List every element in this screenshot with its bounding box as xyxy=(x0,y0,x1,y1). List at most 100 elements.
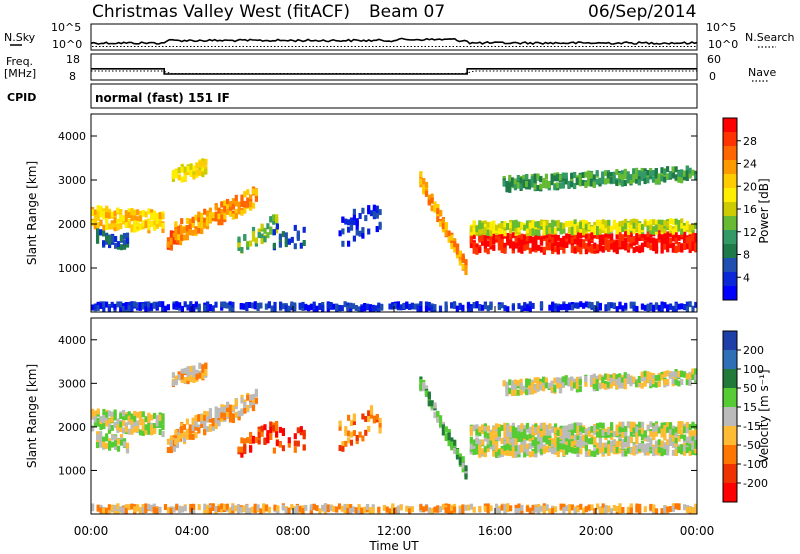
velocity-cell xyxy=(590,450,594,457)
power-cell xyxy=(455,243,460,250)
power-cell xyxy=(643,220,647,227)
velocity-cell xyxy=(234,505,238,512)
velocity-cell xyxy=(629,380,633,387)
velocity-cell xyxy=(612,448,616,455)
power-cell xyxy=(691,224,695,231)
velocity-cell xyxy=(158,421,162,428)
power-cell xyxy=(91,220,95,227)
power-cell xyxy=(315,305,319,312)
power-cell xyxy=(105,223,109,230)
velocity-cell xyxy=(550,380,554,387)
velocity-cell xyxy=(110,424,114,431)
power-cell xyxy=(688,232,692,239)
velocity-cell xyxy=(178,507,182,513)
power-cell xyxy=(281,303,285,310)
velocity-cell xyxy=(553,506,558,513)
power-cell xyxy=(153,214,157,221)
power-cell xyxy=(251,235,256,242)
power-cell xyxy=(688,247,692,253)
power-cell xyxy=(623,168,627,175)
power-colorbar-swatch xyxy=(723,216,737,231)
power-cell xyxy=(225,302,229,309)
velocity-cell xyxy=(688,424,692,431)
velocity-cell xyxy=(646,425,650,432)
power-cell xyxy=(96,205,100,212)
velocity-cell xyxy=(344,426,348,433)
power-cell xyxy=(640,303,645,310)
velocity-cell xyxy=(590,438,594,445)
power-cell xyxy=(169,244,173,251)
power-cell xyxy=(144,211,148,218)
velocity-cell xyxy=(624,430,628,437)
velocity-cell xyxy=(584,440,588,447)
velocity-cell xyxy=(102,508,106,514)
power-cell xyxy=(592,181,596,188)
power-cell xyxy=(660,175,664,182)
power-cell xyxy=(141,210,145,216)
velocity-cell xyxy=(478,506,482,512)
velocity-cell xyxy=(338,420,342,427)
power-cell xyxy=(663,231,667,238)
power-cell xyxy=(198,160,202,167)
power-cell xyxy=(161,227,165,233)
velocity-cell xyxy=(188,430,192,437)
velocity-cell xyxy=(119,421,123,428)
power-cell xyxy=(309,304,313,311)
velocity-cell xyxy=(444,426,448,433)
power-cell xyxy=(483,242,487,249)
velocity-cell xyxy=(615,429,619,436)
power-cell xyxy=(674,218,678,225)
power-cell xyxy=(587,233,591,240)
power-cell xyxy=(367,228,371,235)
velocity-cell xyxy=(610,446,614,453)
velocity-cell xyxy=(469,439,473,445)
velocity-cell xyxy=(635,426,639,433)
power-cell xyxy=(182,227,187,234)
power-cell xyxy=(558,182,563,189)
velocity-cell xyxy=(275,421,279,427)
velocity-cell xyxy=(621,447,625,454)
power-cell xyxy=(638,222,642,229)
power-cell xyxy=(180,166,184,173)
power-cell xyxy=(511,232,515,239)
velocity-cell xyxy=(609,382,613,389)
velocity-cell xyxy=(635,381,639,388)
power-cell xyxy=(430,197,434,204)
power-cell xyxy=(138,224,143,231)
velocity-x-ticks xyxy=(90,508,698,514)
station-title: Christmas Valley West (fitACF) xyxy=(92,2,350,22)
velocity-cell xyxy=(570,446,574,453)
velocity-cell xyxy=(534,443,538,450)
velocity-cell xyxy=(601,382,605,389)
power-cell xyxy=(363,303,367,309)
noise-left-tick-bottom: 10^0 xyxy=(52,38,82,51)
power-cell xyxy=(635,219,639,226)
power-cell xyxy=(180,229,184,236)
power-cell xyxy=(113,210,117,217)
power-cell xyxy=(228,201,233,207)
velocity-cell xyxy=(102,413,106,419)
velocity-cell xyxy=(296,427,300,434)
velocity-cell xyxy=(217,506,221,513)
velocity-cell xyxy=(528,432,532,439)
velocity-cell xyxy=(116,445,121,452)
power-cell xyxy=(99,302,103,309)
power-cell xyxy=(250,302,255,309)
velocity-cell xyxy=(107,427,112,434)
velocity-cell xyxy=(211,505,215,511)
velocity-cell xyxy=(293,433,297,440)
velocity-cell xyxy=(556,440,560,447)
power-cell xyxy=(562,241,566,248)
power-cell xyxy=(133,215,137,222)
power-cell xyxy=(450,243,454,249)
velocity-cell xyxy=(579,441,583,448)
power-cell xyxy=(646,242,650,249)
power-cell xyxy=(640,171,644,178)
power-cell xyxy=(127,305,131,312)
velocity-cell xyxy=(208,507,212,514)
velocity-cell xyxy=(548,446,552,453)
velocity-cell xyxy=(539,422,544,429)
power-cell xyxy=(217,207,221,214)
velocity-cell xyxy=(204,362,208,369)
